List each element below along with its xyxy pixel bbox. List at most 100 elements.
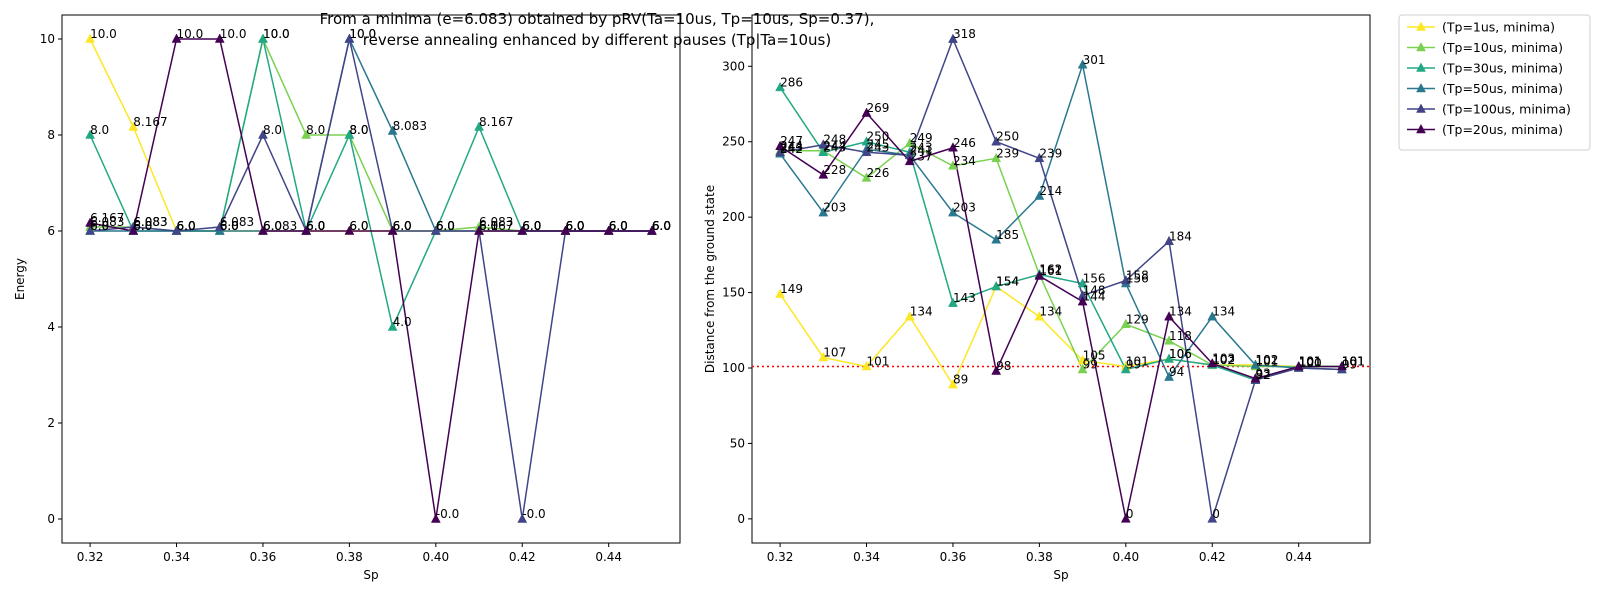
data-label-tp-50us-minima: 203 [953,201,976,215]
data-label-tp-30us-minima: 6.0 [609,219,628,233]
data-label-tp-1us-minima: 107 [823,345,846,359]
data-label-tp-30us-minima: 6.0 [652,219,671,233]
data-label-tp-30us-minima: 101 [1342,354,1365,368]
data-label-tp-1us-minima: 89 [953,373,968,387]
data-point-tp-20us-minima [775,140,786,150]
data-label-tp-10us-minima: 10.0 [263,27,290,41]
data-label-tp-20us-minima: 6.0 [522,219,541,233]
data-label-tp-1us-minima: 101 [1342,354,1365,368]
data-label-tp-10us-minima: 6.0 [220,219,239,233]
data-label-tp-20us-minima: 101 [1342,354,1365,368]
data-label-tp-100us-minima: 6.0 [652,219,671,233]
data-label-tp-100us-minima: 184 [1169,229,1192,243]
data-point-tp-100us-minima [1034,152,1045,163]
data-point-tp-50us-minima [1034,190,1045,200]
data-point-tp-10us-minima [1164,335,1174,345]
data-label-tp-100us-minima: 243 [867,140,890,154]
data-point-tp-100us-minima [258,129,268,139]
y-tick-label: 150 [722,286,745,300]
data-label-tp-100us-minima: 318 [953,27,976,41]
y-tick-label: 4 [47,320,55,334]
data-label-tp-30us-minima: 250 [867,130,890,144]
data-point-tp-50us-minima [1207,311,1218,321]
y-tick-label: 200 [722,210,745,224]
data-label-tp-50us-minima: 8.083 [393,119,427,133]
data-label-tp-1us-minima: 6.0 [652,219,671,233]
data-point-tp-20us-minima [904,155,915,166]
data-label-tp-50us-minima: 94 [1169,365,1184,379]
data-point-tp-20us-minima [301,225,312,235]
data-point-tp-100us-minima [517,513,528,523]
data-label-tp-1us-minima: 10.0 [90,27,117,41]
legend-box [1398,14,1591,151]
data-label-tp-100us-minima: 6.083 [133,215,167,229]
data-label-tp-1us-minima: 8.167 [133,115,167,129]
data-label-tp-20us-minima: 246 [953,136,976,150]
data-label-tp-100us-minima: 243 [780,140,803,154]
data-label-tp-50us-minima: 6.0 [177,219,196,233]
data-label-tp-10us-minima: 234 [953,154,976,168]
y-axis-label: Energy [13,258,27,300]
data-label-tp-30us-minima: 6.0 [565,219,584,233]
data-label-tp-30us-minima: 286 [780,75,803,89]
legend-label-tp-1us-minima: (Tp=1us, minima) [1442,20,1555,35]
data-label-tp-50us-minima: 6.0 [133,219,152,233]
data-label-tp-50us-minima: 102 [1255,353,1278,367]
data-label-tp-1us-minima: 6.0 [609,219,628,233]
data-label-tp-1us-minima: 102 [1212,353,1235,367]
data-label-tp-1us-minima: 102 [1255,353,1278,367]
data-point-tp-20us-minima [387,225,398,235]
x-tick-label: 0.34 [163,550,190,564]
x-tick-label: 0.38 [336,550,363,564]
data-label-tp-20us-minima: -0.0 [436,507,459,521]
series-line-tp-50us-minima [779,61,1342,379]
data-label-tp-10us-minima: 244 [823,139,846,153]
data-point-tp-20us-minima [948,142,958,152]
series-line-tp-100us-minima [90,38,652,520]
data-label-tp-10us-minima: 6.0 [177,219,196,233]
data-label-tp-30us-minima: 99 [1126,358,1141,372]
legend-label-tp-30us-minima: (Tp=30us, minima) [1442,61,1563,76]
data-point-tp-10us-minima [991,152,1002,163]
data-label-tp-50us-minima: 6.0 [522,219,541,233]
data-label-tp-10us-minima: 244 [780,139,803,153]
data-label-tp-50us-minima: 245 [867,137,890,151]
legend: (Tp=1us, minima) (Tp=10us, minima) (Tp=30u… [1398,14,1591,151]
data-label-tp-30us-minima: 243 [910,140,933,154]
data-point-tp-30us-minima [344,129,355,139]
data-label-tp-50us-minima: 100 [1299,356,1322,370]
data-label-tp-1us-minima: 101 [1126,354,1149,368]
data-point-tp-20us-minima [646,225,657,235]
data-label-tp-1us-minima: 6.0 [393,219,412,233]
data-label-tp-20us-minima: 6.0 [306,219,325,233]
data-point-tp-20us-minima [1164,311,1174,321]
data-point-tp-20us-minima [85,217,96,227]
data-point-tp-100us-minima [861,146,872,157]
data-label-tp-1us-minima: 6.0 [220,219,239,233]
data-label-tp-50us-minima: 6.0 [609,219,628,233]
data-label-tp-30us-minima: 101 [1299,354,1322,368]
data-label-tp-30us-minima: 6.0 [522,219,541,233]
data-label-tp-100us-minima: 92 [1255,368,1270,382]
data-point-tp-1us-minima [1034,311,1045,321]
data-point-tp-50us-minima [1250,359,1261,369]
data-label-tp-20us-minima: 269 [867,101,890,115]
data-point-tp-50us-minima [1077,59,1088,69]
legend-marker-tp-30us-minima [1416,62,1426,72]
y-tick-label: 100 [722,361,745,375]
data-label-tp-100us-minima: -0.0 [522,507,545,521]
x-tick-label: 0.32 [77,550,104,564]
data-label-tp-100us-minima: 6.0 [479,219,498,233]
data-label-tp-100us-minima: 8.0 [263,123,282,137]
data-label-tp-1us-minima: 6.0 [522,219,541,233]
data-label-tp-10us-minima: 226 [867,166,890,180]
series-line-tp-20us-minima [779,111,1342,520]
data-label-tp-1us-minima: 154 [996,275,1019,289]
legend-marker-tp-20us-minima [1416,123,1426,134]
series-line-tp-100us-minima [779,37,1342,520]
data-label-tp-30us-minima: 10.0 [263,27,290,41]
data-label-tp-50us-minima: 242 [780,142,803,156]
y-tick-label: 10 [40,32,55,46]
data-label-tp-100us-minima: 0 [1212,507,1220,521]
data-label-tp-10us-minima: 102 [1212,353,1235,367]
